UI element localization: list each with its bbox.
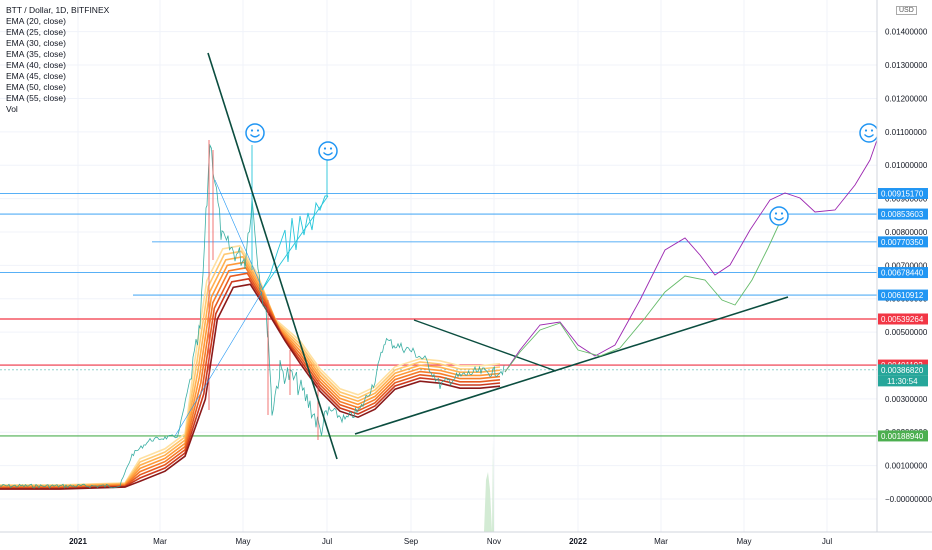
smiley-eye bbox=[329, 147, 333, 150]
plot-area bbox=[0, 0, 877, 532]
projection-path-a bbox=[504, 139, 878, 373]
price-axis[interactable] bbox=[877, 0, 932, 532]
currency-badge[interactable]: USD bbox=[896, 6, 917, 15]
smiley-mouth bbox=[323, 152, 333, 156]
price-tag-label: 0.00539264 bbox=[881, 315, 924, 324]
time-tick-label: May bbox=[736, 537, 751, 546]
smiley-icon bbox=[318, 141, 338, 161]
time-tick-label: Jul bbox=[822, 537, 832, 546]
price-tag-label: 0.00386820 bbox=[881, 366, 924, 375]
legend-ema-25: EMA (25, close) bbox=[6, 27, 66, 37]
smiley-icon bbox=[769, 206, 789, 226]
time-tick-label: Sep bbox=[404, 537, 419, 546]
price-tick-label: 0.01100000 bbox=[885, 128, 927, 137]
chart-title: BTT / Dollar, 1D, BITFINEX bbox=[6, 5, 110, 15]
smiley-eye bbox=[250, 129, 254, 132]
price-tag bbox=[878, 364, 928, 376]
downtrend-line bbox=[207, 52, 338, 460]
fib-fan-line bbox=[214, 179, 264, 291]
smiley-icon bbox=[859, 123, 879, 143]
time-tick-label: Nov bbox=[487, 537, 501, 546]
smiley-eye bbox=[323, 147, 327, 150]
price-tag-label: 0.00678440 bbox=[881, 269, 924, 278]
price-series bbox=[0, 143, 505, 489]
price-tag-label: 0.00853603 bbox=[881, 210, 924, 219]
time-tick-label: Mar bbox=[153, 537, 167, 546]
price-tag-label: 0.00610912 bbox=[881, 291, 924, 300]
time-tick-label: Jul bbox=[322, 537, 332, 546]
legend-ema-20: EMA (20, close) bbox=[6, 16, 66, 26]
legend-vol: Vol bbox=[6, 104, 18, 114]
legend-ema-30: EMA (30, close) bbox=[6, 38, 66, 48]
smiley-eye bbox=[774, 212, 778, 215]
legend-ema-50: EMA (50, close) bbox=[6, 82, 66, 92]
price-tick-label: 0.00300000 bbox=[885, 395, 928, 404]
price-tag bbox=[878, 188, 928, 200]
projection-path-b bbox=[504, 221, 781, 373]
smiley-mouth bbox=[774, 217, 784, 221]
price-tag bbox=[878, 430, 928, 442]
uptrend-line bbox=[354, 296, 789, 435]
price-tick-label: −0.00000000 bbox=[885, 495, 932, 504]
volume-bar bbox=[492, 440, 494, 532]
price-tag bbox=[878, 289, 928, 301]
smiley-eye bbox=[256, 129, 260, 132]
price-tick-label: 0.00100000 bbox=[885, 462, 928, 471]
countdown-tag bbox=[878, 375, 928, 387]
price-tick-label: 0.01400000 bbox=[885, 28, 928, 37]
smiley-mouth bbox=[864, 134, 874, 138]
price-tick-label: 0.00500000 bbox=[885, 328, 928, 337]
price-tag bbox=[878, 208, 928, 220]
price-tag bbox=[878, 313, 928, 325]
triangle-upper-line bbox=[413, 319, 557, 372]
price-tick-label: 0.01000000 bbox=[885, 161, 928, 170]
price-tag-label: 0.00770350 bbox=[881, 238, 924, 247]
smiley-eye bbox=[870, 129, 874, 132]
projected-pattern-line bbox=[261, 195, 329, 291]
price-tick-label: 0.00800000 bbox=[885, 228, 928, 237]
time-tick-label: Mar bbox=[654, 537, 668, 546]
time-tick-label: May bbox=[235, 537, 250, 546]
legend-ema-35: EMA (35, close) bbox=[6, 49, 66, 59]
legend-ema-55: EMA (55, close) bbox=[6, 93, 66, 103]
smiley-icon bbox=[245, 123, 265, 143]
smiley-eye bbox=[864, 129, 868, 132]
legend-ema-40: EMA (40, close) bbox=[6, 60, 66, 70]
time-tick-label: 2022 bbox=[569, 537, 587, 546]
price-tick-label: 0.01300000 bbox=[885, 61, 928, 70]
smiley-eye bbox=[780, 212, 784, 215]
price-tag bbox=[878, 267, 928, 279]
projected-pattern bbox=[261, 195, 328, 291]
time-tick-label: 2021 bbox=[69, 537, 87, 546]
countdown-label: 11:30:54 bbox=[887, 377, 918, 386]
ema-line bbox=[0, 283, 501, 490]
fib-fan-line bbox=[174, 291, 263, 437]
price-tick-label: 0.00900000 bbox=[885, 195, 928, 204]
legend-ema-45: EMA (45, close) bbox=[6, 71, 66, 81]
price-tag bbox=[878, 236, 928, 248]
price-tick-label: 0.00700000 bbox=[885, 261, 928, 270]
price-tag-label: 0.00188940 bbox=[881, 432, 924, 441]
volume-bar bbox=[484, 472, 492, 532]
price-tag-label: 0.00915170 bbox=[881, 190, 924, 199]
smiley-mouth bbox=[250, 134, 260, 138]
time-axis[interactable] bbox=[0, 532, 932, 550]
chart-legend: BTT / Dollar, 1D, BITFINEX EMA (20, clos… bbox=[6, 5, 109, 115]
price-tick-label: 0.01200000 bbox=[885, 94, 928, 103]
